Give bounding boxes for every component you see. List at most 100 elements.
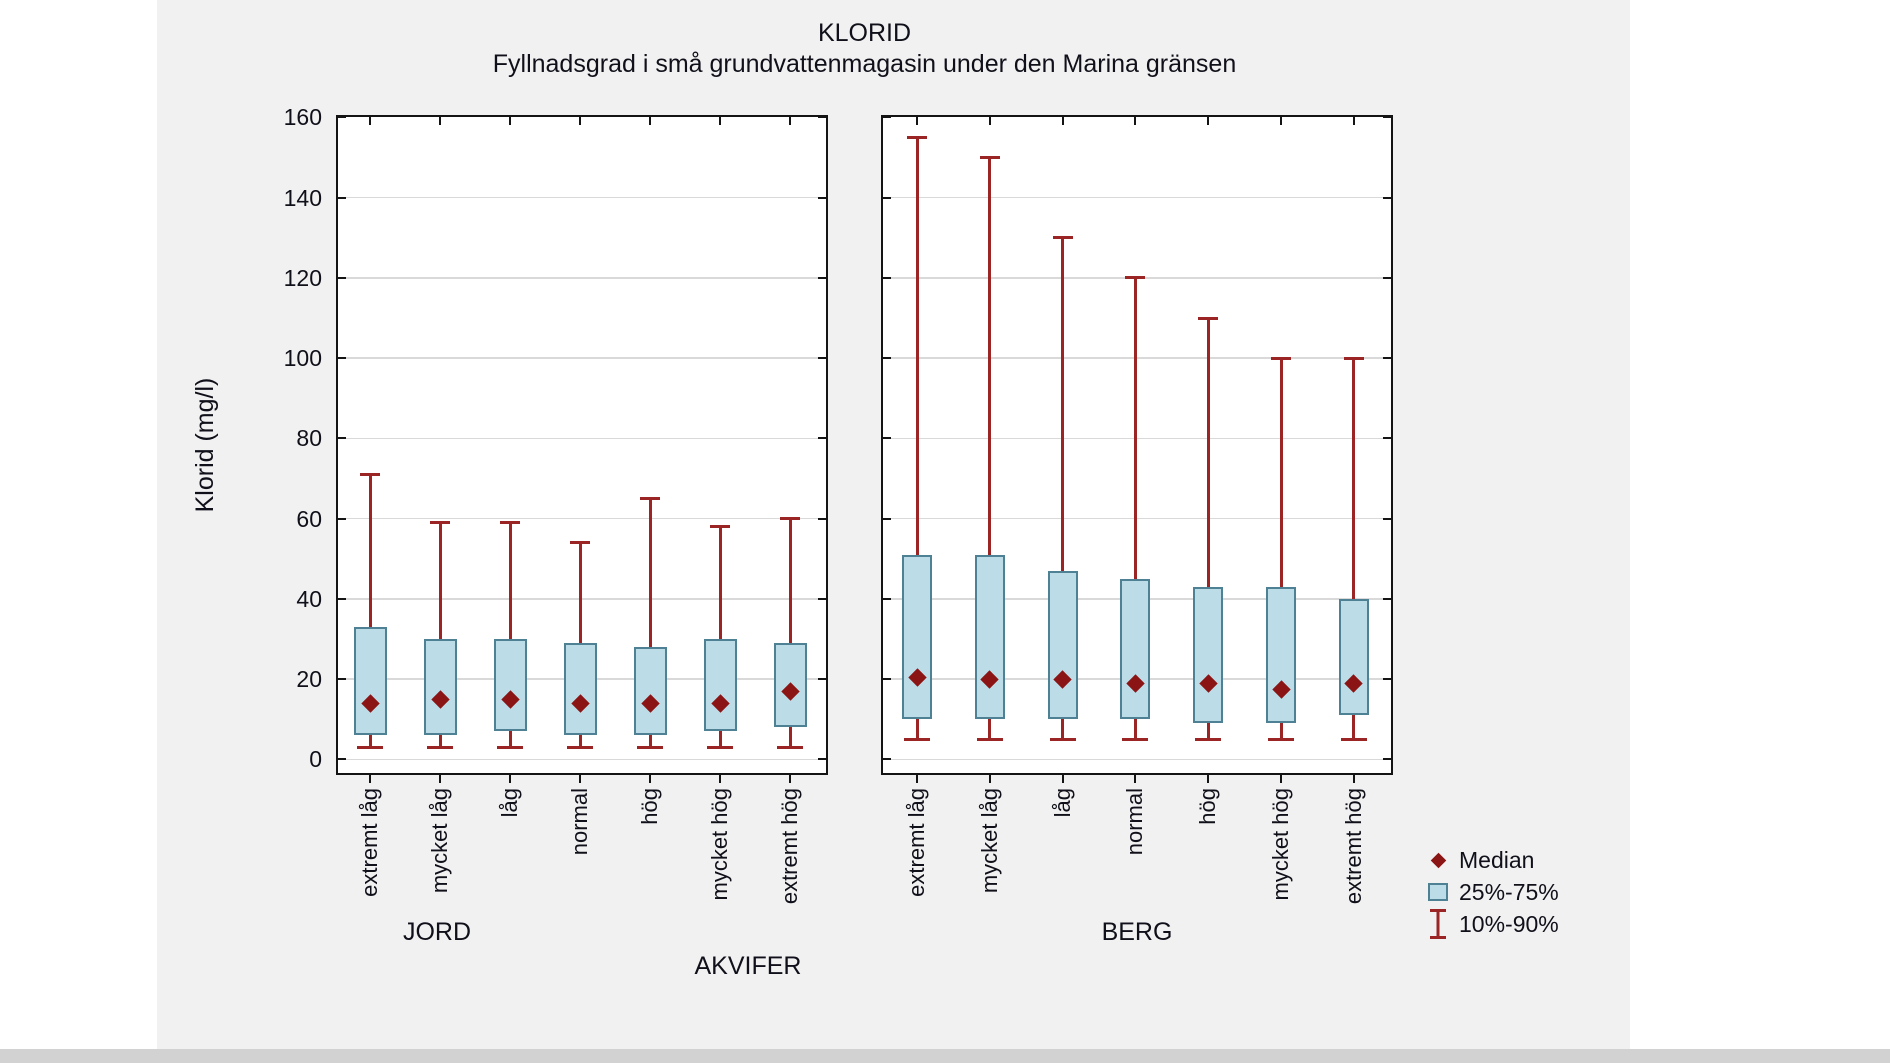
legend-item-median: Median	[1425, 845, 1559, 875]
y-tick	[338, 437, 346, 440]
category-label: normal	[567, 788, 592, 856]
y-tick	[1383, 597, 1391, 600]
x-tick	[509, 775, 511, 783]
y-tick	[818, 357, 826, 360]
x-tick	[649, 775, 651, 783]
box-whisker-upper	[988, 157, 992, 555]
legend-item-iqr: 25%-75%	[1425, 877, 1559, 907]
category-label: mycket låg	[427, 788, 452, 894]
y-tick-label: 160	[283, 104, 322, 131]
x-tick	[369, 775, 371, 783]
y-tick-label: 120	[283, 264, 322, 291]
y-tick	[818, 116, 826, 119]
chart-title: KLORID	[817, 19, 912, 47]
y-tick	[818, 597, 826, 600]
x-tick	[579, 775, 581, 783]
whisker-cap-lower	[1268, 737, 1294, 741]
y-tick	[818, 517, 826, 520]
box-whisker-lower	[648, 735, 652, 748]
y-tick	[818, 437, 826, 440]
y-tick	[338, 517, 346, 520]
y-tick	[883, 758, 891, 761]
box-whisker-lower	[1279, 723, 1283, 740]
box-iqr	[1193, 586, 1224, 724]
y-tick	[883, 116, 891, 119]
x-tick	[579, 117, 581, 125]
legend-label: Median	[1459, 847, 1535, 873]
panel-frame	[336, 115, 828, 775]
whisker-cap-upper	[710, 525, 730, 529]
box-whisker-upper	[915, 137, 919, 555]
x-tick	[988, 117, 991, 125]
box-whisker-lower	[915, 719, 919, 740]
gridline	[883, 517, 1391, 520]
gridline	[883, 758, 1391, 761]
box-iqr	[1047, 570, 1078, 720]
y-tick-label: 80	[296, 425, 322, 452]
y-tick-label: 0	[309, 746, 322, 773]
whisker-cap-upper	[1198, 316, 1219, 320]
box-iqr	[353, 626, 387, 736]
box-iqr	[974, 554, 1005, 720]
whisker-cap-lower	[904, 737, 930, 741]
box-whisker-lower	[788, 727, 792, 748]
category-label: hög	[637, 788, 662, 825]
y-tick	[338, 597, 346, 600]
box-iqr	[902, 554, 932, 720]
y-tick	[883, 678, 891, 681]
x-tick	[916, 775, 918, 783]
x-tick	[439, 117, 441, 125]
y-tick	[883, 276, 891, 279]
category-label: extremt hög	[1340, 788, 1366, 905]
y-tick	[883, 597, 891, 600]
category-label: extremt låg	[357, 788, 382, 897]
x-tick	[1207, 117, 1210, 125]
whisker-cap-lower	[1122, 737, 1149, 741]
y-tick	[338, 116, 346, 119]
legend-item-whisker: 10%-90%	[1425, 909, 1559, 939]
whisker-cap-upper	[1052, 236, 1073, 240]
median-diamond-icon	[1425, 852, 1451, 868]
whisker-cap-upper	[500, 521, 520, 525]
box-whisker-upper	[1279, 358, 1283, 587]
whisker-cap-upper	[780, 517, 800, 521]
bottom-bar	[0, 1049, 1890, 1063]
whisker-cap-lower	[637, 745, 663, 749]
gridline	[883, 437, 1391, 440]
category-label: normal	[1122, 788, 1148, 856]
gridline	[338, 437, 826, 440]
whisker-cap-upper	[1125, 276, 1146, 280]
box-whisker-upper	[1352, 358, 1356, 599]
x-tick	[789, 775, 791, 783]
box-iqr	[1266, 586, 1296, 724]
whisker-cap-lower	[1340, 737, 1367, 741]
x-axis-title: AKVIFER	[694, 952, 802, 980]
gridline	[883, 196, 1391, 199]
x-tick	[1280, 775, 1282, 783]
box-whisker-upper	[648, 498, 652, 647]
y-tick	[1383, 116, 1391, 119]
y-tick	[883, 437, 891, 440]
gridline	[338, 517, 826, 520]
group-label-jord: JORD	[402, 918, 472, 946]
whisker-cap-upper	[570, 541, 590, 545]
box-whisker-lower	[438, 735, 442, 748]
box-iqr	[493, 638, 527, 732]
gridline	[883, 357, 1391, 359]
box-whisker-upper	[1061, 237, 1065, 571]
box-whisker-lower	[368, 735, 372, 748]
box-whisker-lower	[508, 731, 512, 748]
x-tick	[1134, 775, 1137, 783]
whisker-cap-lower	[1195, 737, 1222, 741]
x-tick	[649, 117, 651, 125]
category-label: mycket hög	[707, 788, 732, 901]
box-whisker-upper	[578, 542, 582, 643]
gridline	[338, 357, 826, 359]
x-tick	[916, 117, 918, 125]
box-whisker-lower	[1206, 723, 1210, 740]
whisker-range-icon	[1425, 909, 1451, 939]
whisker-cap-upper	[430, 521, 450, 525]
category-label: mycket hög	[1268, 788, 1293, 901]
x-tick	[1280, 117, 1282, 125]
whisker-cap-lower	[777, 745, 803, 749]
